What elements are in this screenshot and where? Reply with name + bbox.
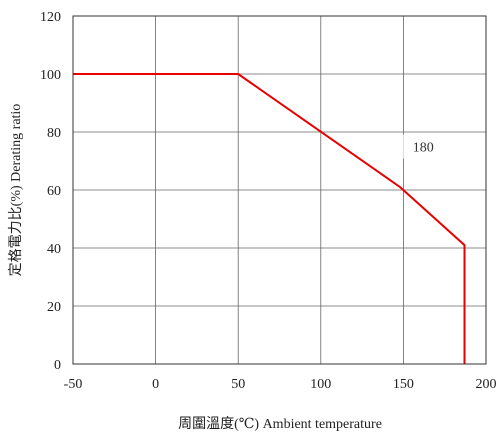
annotation-label: 180	[413, 141, 434, 156]
x-tick-label: 100	[310, 377, 331, 392]
plot-frame	[72, 15, 487, 365]
x-tick-label: 50	[231, 377, 245, 392]
y-tick-label: 100	[40, 68, 61, 83]
x-tick-labels: -50 0 50 100 150 200	[64, 377, 497, 392]
y-tick-label: 60	[47, 184, 61, 199]
y-tick-label: 40	[47, 242, 61, 257]
annotation-layer: 180	[403, 134, 444, 159]
y-tick-label: 80	[47, 126, 61, 141]
derating-curve	[73, 73, 466, 364]
x-tick-label: 0	[152, 377, 159, 392]
y-tick-label: 0	[54, 358, 61, 373]
y-tick-label: 20	[47, 300, 61, 315]
series-layer	[73, 73, 466, 364]
x-axis-title: 周圍溫度(℃) Ambient temperature	[178, 416, 382, 432]
y-tick-label: 120	[40, 10, 61, 25]
x-tick-label: 200	[476, 377, 497, 392]
x-tick-label: 150	[393, 377, 414, 392]
x-tick-label: -50	[64, 377, 83, 392]
y-axis-title: 定格電力比(%) Derating ratio	[8, 104, 24, 277]
annotation-background	[403, 134, 444, 159]
y-tick-labels: 0 20 40 60 80 100 120	[40, 10, 61, 373]
